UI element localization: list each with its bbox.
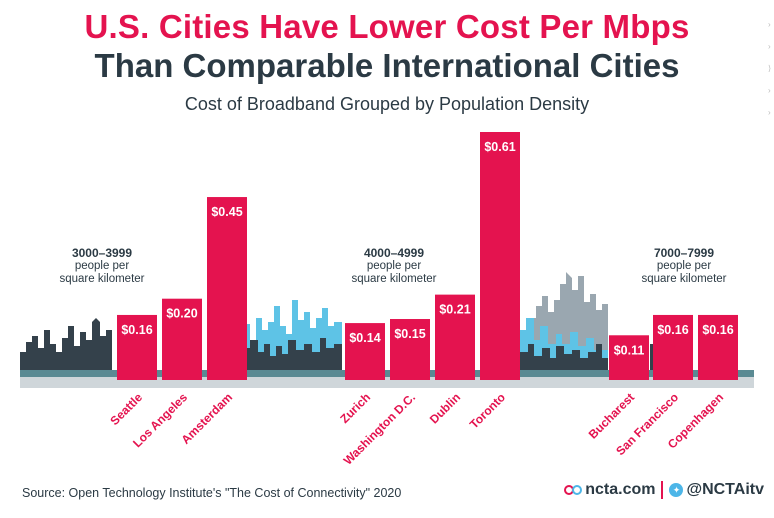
bar-dublin: [435, 294, 475, 380]
value-label: $0.15: [394, 327, 425, 341]
group-range-3: 7000–7999: [653, 246, 715, 260]
ground-grey: [20, 377, 754, 388]
ground-teal: [20, 370, 754, 377]
skyline-left: [20, 318, 112, 372]
brand-footer: ncta.com ✦ @NCTAitv: [564, 481, 764, 499]
category-label: Dublin: [427, 390, 463, 426]
group-line2-1: square kilometer: [59, 273, 145, 285]
group-label-1: 3000–3999 people per square kilometer: [42, 247, 162, 286]
group-line1-2: people per: [366, 260, 422, 272]
category-label: Zurich: [337, 390, 373, 426]
bar-amsterdam: [207, 197, 247, 380]
source-note: Source: Open Technology Institute's "The…: [22, 486, 402, 500]
group-label-3: 7000–7999 people per square kilometer: [624, 247, 744, 286]
bar-zurich: [345, 323, 385, 380]
value-label: $0.21: [439, 303, 470, 317]
skyline-background: [20, 272, 754, 388]
value-label: $0.16: [657, 323, 688, 337]
value-label: $0.16: [121, 323, 152, 337]
bar-bucharest: [609, 335, 649, 380]
value-label: $0.14: [349, 331, 380, 345]
bar-toronto: [480, 132, 520, 380]
title-line-2: Than Comparable International Cities: [94, 47, 680, 84]
category-label: Toronto: [467, 390, 508, 431]
bar-san-francisco: [653, 314, 693, 380]
bar-seattle: [117, 314, 157, 380]
brand-site[interactable]: ncta.com: [585, 481, 656, 498]
group-label-2: 4000–4999 people per square kilometer: [334, 247, 454, 286]
group-line1-3: people per: [656, 260, 712, 272]
skyline-right-dark: [520, 344, 608, 372]
group-range-1: 3000–3999: [71, 246, 133, 260]
bars-group: [117, 132, 738, 380]
bar-copenhagen: [698, 314, 738, 380]
group-line2-3: square kilometer: [641, 273, 727, 285]
value-label: $0.11: [614, 343, 645, 357]
group-line1-1: people per: [74, 260, 130, 272]
value-label: $0.16: [702, 323, 733, 337]
brand-divider: [661, 481, 664, 499]
value-label: $0.20: [166, 307, 197, 321]
value-label: $0.61: [484, 140, 515, 154]
chart-subtitle: Cost of Broadband Grouped by Population …: [184, 94, 590, 114]
value-labels-group: $0.16 $0.20 $0.45 $0.14 $0.15 $0.21 $0.61 $0.11…: [121, 140, 733, 357]
title-line-1: U.S. Cities Have Lower Cost Per Mbps: [84, 8, 690, 45]
group-line2-2: square kilometer: [351, 273, 437, 285]
group-range-2: 4000–4999: [363, 246, 425, 260]
twitter-icon: ✦: [669, 483, 684, 497]
skyline-middle-dark: [244, 338, 342, 372]
value-label: $0.45: [211, 205, 242, 219]
margin-marks: › › ⟩ › ›: [768, 20, 772, 117]
category-label: Seattle: [107, 390, 145, 428]
ncta-logo-icon: [564, 485, 583, 495]
bar-los-angeles: [162, 298, 202, 380]
brand-handle[interactable]: @NCTAitv: [686, 481, 764, 498]
bar-washington-d-c: [390, 319, 430, 380]
